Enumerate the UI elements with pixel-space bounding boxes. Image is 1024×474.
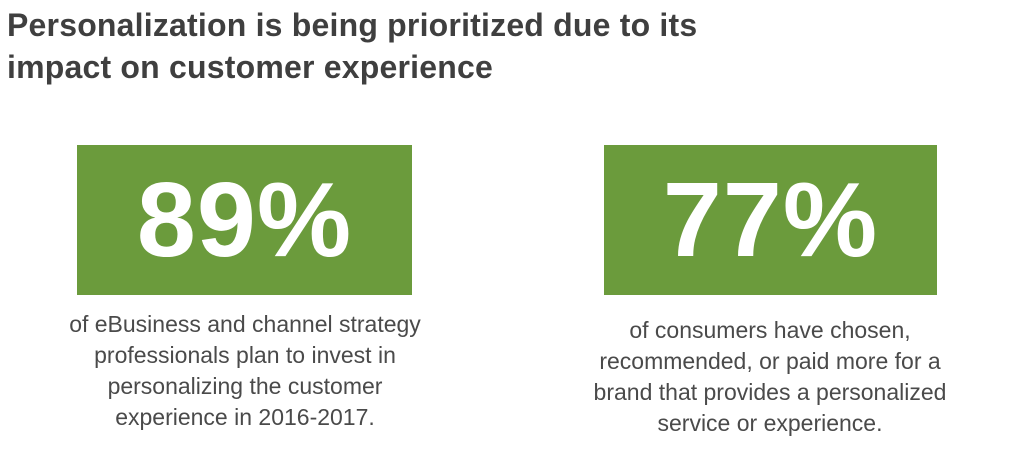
stat-description-line: of eBusiness and channel strategy bbox=[69, 311, 421, 337]
stat-description-line: of consumers have chosen, bbox=[629, 317, 911, 343]
stat-description-line: recommended, or paid more for a bbox=[599, 348, 941, 374]
stat-description-line: brand that provides a personalized bbox=[593, 379, 947, 405]
title-line-2: impact on customer experience bbox=[7, 49, 493, 85]
stat-description-89: of eBusiness and channel strategy profes… bbox=[15, 309, 475, 433]
page-title: Personalization is being prioritized due… bbox=[7, 4, 1007, 88]
title-line-1: Personalization is being prioritized due… bbox=[7, 7, 698, 43]
stat-description-line: service or experience. bbox=[657, 410, 883, 436]
stat-description-line: experience in 2016-2017. bbox=[115, 404, 375, 430]
stat-description-77: of consumers have chosen, recommended, o… bbox=[540, 315, 1000, 439]
stat-description-line: professionals plan to invest in bbox=[94, 342, 396, 368]
stat-value-89: 89% bbox=[136, 161, 353, 279]
stat-box-89: 89% bbox=[77, 145, 412, 295]
stat-box-77: 77% bbox=[604, 145, 937, 295]
stat-value-77: 77% bbox=[662, 161, 879, 279]
stat-description-line: personalizing the customer bbox=[107, 373, 383, 399]
